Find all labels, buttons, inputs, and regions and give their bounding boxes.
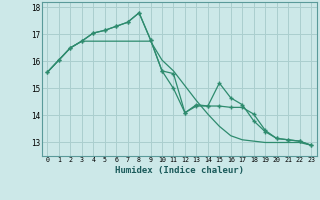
X-axis label: Humidex (Indice chaleur): Humidex (Indice chaleur) [115,166,244,175]
